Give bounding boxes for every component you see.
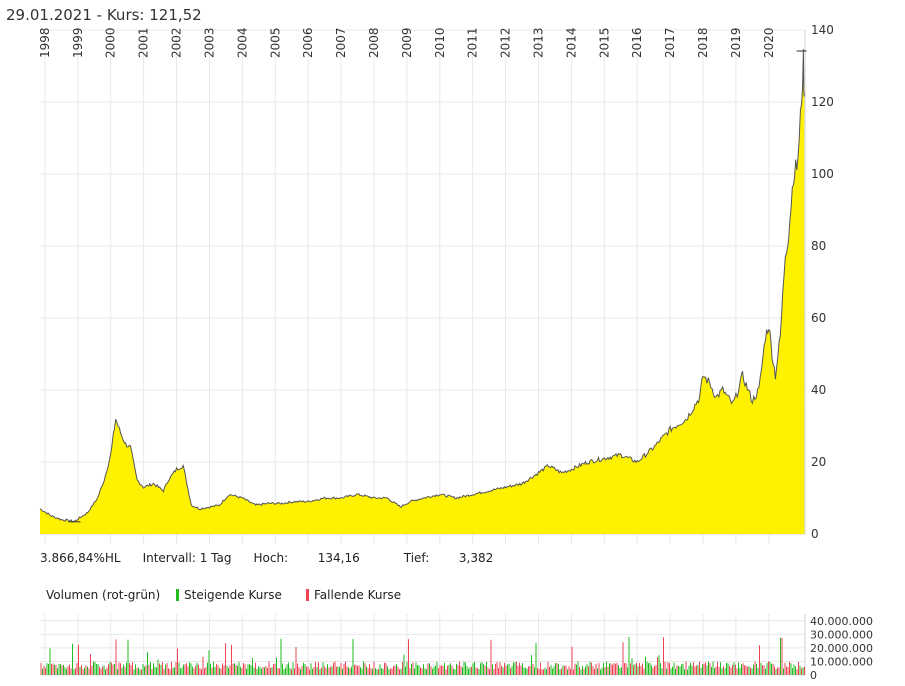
- header-price: Kurs: 121,52: [106, 6, 202, 24]
- x-tick-label: 1999: [71, 27, 85, 58]
- volume-tick-label: 40.000.000: [810, 615, 873, 628]
- x-tick-label: 2008: [367, 27, 381, 58]
- x-tick-label: 2017: [663, 27, 677, 58]
- price-area: [39, 48, 807, 534]
- x-tick-label: 2003: [202, 27, 216, 58]
- x-tick-label: 2007: [334, 27, 348, 58]
- interval-label: Intervall: 1 Tag: [142, 551, 232, 565]
- y-tick-label: 120: [811, 95, 834, 109]
- legend-rising[interactable]: Steigende Kurse: [176, 588, 282, 602]
- y-tick-label: 100: [811, 167, 834, 181]
- y-tick-label: 80: [811, 239, 826, 253]
- x-tick-label: 2020: [762, 27, 776, 58]
- high-stat: Hoch: 134,16: [253, 551, 381, 565]
- y-tick-label: 40: [811, 383, 826, 397]
- x-tick-label: 2015: [597, 27, 611, 58]
- y-tick-label: 140: [811, 23, 834, 37]
- x-tick-label: 2010: [433, 27, 447, 58]
- legend-rising-label: Steigende Kurse: [184, 588, 282, 602]
- x-tick-label: 2018: [696, 27, 710, 58]
- high-value: 134,16: [317, 551, 360, 565]
- low-value: 3,382: [458, 551, 494, 565]
- low-stat: Tief: 3,382: [404, 551, 516, 565]
- volume-bars: [40, 637, 805, 675]
- x-tick-label: 2014: [564, 27, 578, 58]
- low-label: Tief:: [403, 551, 430, 565]
- x-tick-label: 2012: [499, 27, 513, 58]
- rising-swatch: [176, 589, 179, 601]
- legend-falling-label: Fallende Kurse: [314, 588, 402, 602]
- year-axis: 1998 1999 2000 2001 2002 2003 2004 2005 2006 2007…: [38, 27, 776, 58]
- chart-header: 29.01.2021 - Kurs: 121,52: [6, 6, 202, 24]
- x-tick-label: 2009: [400, 27, 414, 58]
- x-tick-label: 2001: [137, 27, 151, 58]
- x-tick-label: 2011: [466, 27, 480, 58]
- price-fill: [40, 49, 805, 534]
- x-tick-label: 2004: [235, 27, 249, 58]
- falling-swatch: [306, 589, 309, 601]
- x-tick-label: 2000: [104, 27, 118, 58]
- legend-falling[interactable]: Fallende Kurse: [306, 588, 401, 602]
- x-tick-label: 2002: [170, 27, 184, 58]
- volume-tick-label: 20.000.000: [810, 642, 873, 655]
- x-tick-label: 2006: [301, 27, 315, 58]
- x-tick-label: 2016: [630, 27, 644, 58]
- change-percent: 3.866,84%HL: [40, 551, 121, 565]
- x-tick-label: 2013: [531, 27, 545, 58]
- header-separator: -: [91, 6, 107, 24]
- volume-tick-label: 0: [810, 669, 817, 682]
- x-tick-label: 2005: [268, 27, 282, 58]
- volume-title: Volumen (rot-grün): [46, 588, 161, 602]
- header-date: 29.01.2021: [6, 6, 92, 24]
- price-line: [39, 48, 805, 523]
- volume-tick-label: 30.000.000: [810, 628, 873, 641]
- x-tick-label: 1998: [38, 27, 52, 58]
- high-label: Hoch:: [253, 551, 289, 565]
- y-tick-label: 60: [811, 311, 826, 325]
- price-axis: 0 20 40 60 80 100 120 140: [811, 23, 834, 541]
- volume-tick-label: 10.000.000: [810, 655, 873, 668]
- stats-row: 3.866,84%HL Intervall: 1 Tag Hoch: 134,16 T…: [40, 551, 537, 565]
- y-tick-label: 20: [811, 455, 826, 469]
- y-tick-label: 0: [811, 527, 819, 541]
- volume-axis: 010.000.00020.000.00030.000.00040.000.00…: [810, 615, 873, 682]
- x-tick-label: 2019: [729, 27, 743, 58]
